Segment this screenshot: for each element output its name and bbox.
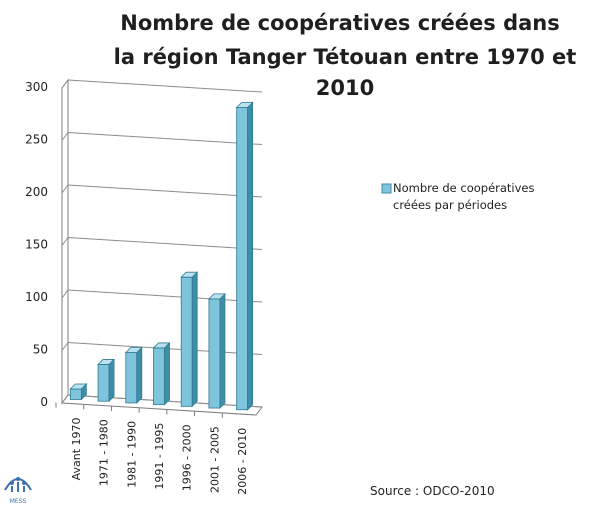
legend-label-line-2: créées par périodes [393, 198, 507, 212]
bar-side [164, 341, 170, 406]
gridline-side [61, 132, 69, 141]
y-tick-label: 200 [25, 185, 48, 199]
bar-front [180, 276, 193, 407]
bar-side [136, 346, 143, 404]
y-tick-label: 300 [25, 80, 48, 94]
legend-swatch [381, 183, 392, 194]
bar-top [207, 293, 226, 300]
bar-front [97, 364, 110, 402]
bar-side [191, 271, 198, 408]
bar-front [69, 388, 82, 400]
chart-title-line-3: 2010 [316, 76, 374, 100]
x-category-label: 2006 - 2010 [236, 428, 249, 495]
chart-title-line-1: Nombre de coopératives créées dans [120, 11, 560, 35]
x-category-label: 1996 - 2000 [181, 424, 194, 491]
bar-side [247, 101, 254, 411]
gridline-side [61, 394, 69, 404]
bar [180, 271, 199, 408]
x-category-label: 1971 - 1980 [98, 419, 111, 486]
gridline [67, 79, 263, 93]
gridline [67, 289, 263, 303]
x-category-label: 1991 - 1995 [153, 423, 166, 490]
bar [152, 341, 171, 406]
gridline-side [61, 184, 69, 194]
bar-top [180, 271, 199, 278]
legend-label-line-1: Nombre de coopératives [393, 181, 535, 195]
x-axis-category-labels: Avant 1970 1971 - 1980 1981 - 1990 1991 - 1… [55, 402, 249, 495]
bar [207, 292, 226, 410]
bar-top [152, 342, 171, 349]
y-tick-label: 250 [25, 133, 48, 147]
bar-front [236, 106, 249, 411]
bars [69, 101, 254, 411]
bar-top [235, 101, 254, 108]
chart-title: Nombre de coopératives créées dans la ré… [114, 11, 577, 100]
bar [69, 383, 88, 401]
bar-top [97, 359, 116, 365]
y-tick-label: 150 [25, 238, 48, 252]
y-axis-tick-labels: 0 50 100 150 200 250 300 [25, 80, 48, 409]
chart-title-line-2: la région Tanger Tétouan entre 1970 et [114, 45, 577, 69]
gridline-side [61, 289, 69, 299]
y-tick-label: 50 [33, 343, 48, 357]
logo-text: MESS [10, 498, 27, 505]
gridline-side [61, 237, 69, 246]
gridline [67, 132, 263, 145]
x-category-label: 1981 - 1990 [125, 421, 138, 488]
bar-top [69, 383, 88, 390]
gridline [67, 184, 263, 198]
y-tick-label: 100 [25, 290, 48, 304]
x-category-label: Avant 1970 [70, 417, 83, 480]
y-tick-label: 0 [40, 395, 48, 409]
bar-top [124, 347, 143, 353]
gridline [67, 237, 263, 250]
bar-front [125, 352, 138, 404]
mess-logo: MESS [4, 477, 32, 505]
gridline-side [61, 342, 69, 351]
gridline-side [61, 79, 69, 89]
legend: Nombre de coopératives créées par périod… [381, 181, 535, 212]
x-category-label: 2001 - 2005 [208, 426, 221, 493]
source-note: Source : ODCO-2010 [370, 484, 495, 498]
bar-front [208, 298, 221, 409]
bar-front [153, 347, 165, 406]
bar-side [108, 358, 115, 403]
bar [124, 346, 143, 404]
bar [235, 101, 254, 411]
bar [97, 358, 116, 403]
bar-side [219, 292, 226, 410]
